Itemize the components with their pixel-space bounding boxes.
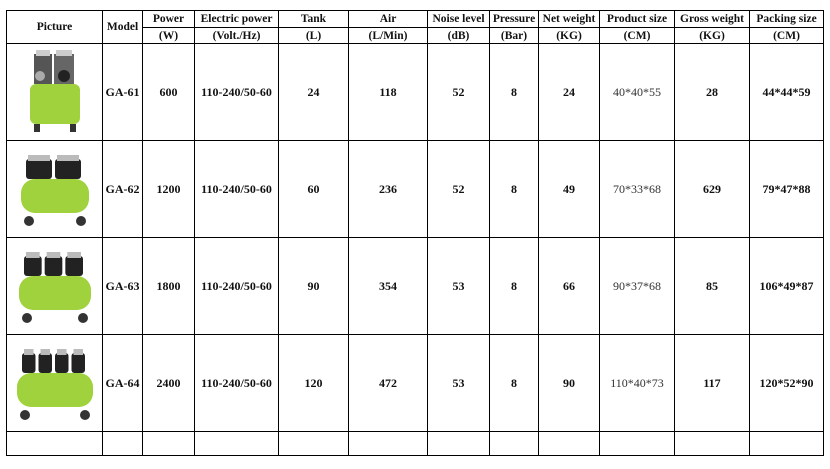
pressure-cell: 8	[489, 334, 539, 432]
header-pressure: Pressure	[489, 10, 539, 28]
empty-row	[6, 431, 824, 456]
compressor-image	[20, 155, 89, 226]
header-product: Product size	[599, 10, 675, 28]
table-row: GA-62 1200 110-240/50-60 60 236 52 8 49 70*33*68…	[6, 140, 824, 238]
table-row: GA-63 1800 110-240/50-60 90 354 53 8 66 90*37*68…	[6, 237, 824, 335]
header-packing: Packing size	[749, 10, 824, 28]
picture-cell	[6, 237, 103, 335]
unit-air: (L/Min)	[348, 27, 428, 44]
unit-electric: (Volt./Hz)	[194, 27, 279, 44]
table-row: GA-61 600 110-240/50-60 24 118 52 8 24 40*40*55 2…	[6, 43, 824, 141]
net-cell: 90	[538, 334, 600, 432]
pressure-cell: 8	[489, 140, 539, 238]
unit-noise: (dB)	[427, 27, 490, 44]
unit-net: (KG)	[538, 27, 600, 44]
power-cell: 1800	[142, 237, 195, 335]
header-tank: Tank	[278, 10, 349, 28]
header-electric: Electric power	[194, 10, 279, 28]
compressor-image	[29, 50, 80, 132]
net-cell: 49	[538, 140, 600, 238]
unit-packing: (CM)	[749, 27, 824, 44]
gross-cell: 629	[674, 140, 750, 238]
pressure-cell: 8	[489, 237, 539, 335]
header-noise: Noise level	[427, 10, 490, 28]
electric-cell: 110-240/50-60	[194, 334, 279, 432]
power-cell: 600	[142, 43, 195, 141]
air-cell: 118	[348, 43, 428, 141]
gross-cell: 28	[674, 43, 750, 141]
electric-cell: 110-240/50-60	[194, 237, 279, 335]
pressure-cell: 8	[489, 43, 539, 141]
table-row: GA-64 2400 110-240/50-60 120 472 53 8 90 110*40*…	[6, 334, 824, 432]
header-model: Model	[102, 10, 143, 44]
tank-cell: 90	[278, 237, 349, 335]
picture-cell	[6, 43, 103, 141]
air-cell: 354	[348, 237, 428, 335]
net-cell: 24	[538, 43, 600, 141]
header-gross: Gross weight	[674, 10, 750, 28]
header-picture: Picture	[6, 10, 103, 44]
tank-cell: 60	[278, 140, 349, 238]
power-cell: 1200	[142, 140, 195, 238]
unit-gross: (KG)	[674, 27, 750, 44]
product-cell: 40*40*55	[599, 43, 675, 141]
power-cell: 2400	[142, 334, 195, 432]
model-cell: GA-63	[102, 237, 143, 335]
model-cell: GA-64	[102, 334, 143, 432]
header-net: Net weight	[538, 10, 600, 28]
tank-cell: 24	[278, 43, 349, 141]
unit-product: (CM)	[599, 27, 675, 44]
unit-tank: (L)	[278, 27, 349, 44]
net-cell: 66	[538, 237, 600, 335]
packing-cell: 44*44*59	[749, 43, 824, 141]
product-cell: 90*37*68	[599, 237, 675, 335]
unit-power: (W)	[142, 27, 195, 44]
noise-cell: 53	[427, 237, 490, 335]
electric-cell: 110-240/50-60	[194, 43, 279, 141]
product-cell: 70*33*68	[599, 140, 675, 238]
gross-cell: 85	[674, 237, 750, 335]
packing-cell: 120*52*90	[749, 334, 824, 432]
picture-cell	[6, 334, 103, 432]
noise-cell: 53	[427, 334, 490, 432]
header-power: Power	[142, 10, 195, 28]
tank-cell: 120	[278, 334, 349, 432]
picture-cell	[6, 140, 103, 238]
packing-cell: 79*47*88	[749, 140, 824, 238]
air-cell: 236	[348, 140, 428, 238]
spec-table: Picture Model Power Electric power Tank …	[6, 10, 824, 456]
noise-cell: 52	[427, 43, 490, 141]
product-cell: 110*40*73	[599, 334, 675, 432]
compressor-image	[16, 349, 93, 420]
model-cell: GA-61	[102, 43, 143, 141]
air-cell: 472	[348, 334, 428, 432]
packing-cell: 106*49*87	[749, 237, 824, 335]
header-row: Picture Model Power Electric power Tank …	[6, 10, 824, 44]
electric-cell: 110-240/50-60	[194, 140, 279, 238]
model-cell: GA-62	[102, 140, 143, 238]
noise-cell: 52	[427, 140, 490, 238]
unit-row: (W) (Volt./Hz) (L) (L/Min) (dB) (Bar) (K…	[7, 27, 824, 44]
compressor-image	[18, 252, 91, 323]
unit-pressure: (Bar)	[489, 27, 539, 44]
gross-cell: 117	[674, 334, 750, 432]
header-air: Air	[348, 10, 428, 28]
